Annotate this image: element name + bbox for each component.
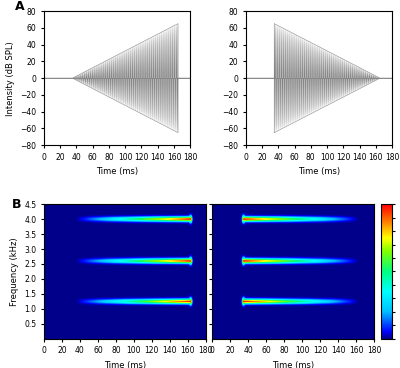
X-axis label: Time (ms): Time (ms) xyxy=(298,167,340,177)
Y-axis label: Intensity (dB SPL): Intensity (dB SPL) xyxy=(6,41,15,116)
X-axis label: Time (ms): Time (ms) xyxy=(96,167,138,177)
Text: A: A xyxy=(15,0,24,13)
Text: B: B xyxy=(12,198,21,210)
X-axis label: Time (ms): Time (ms) xyxy=(104,361,146,368)
Y-axis label: Frequency (kHz): Frequency (kHz) xyxy=(10,237,19,306)
X-axis label: Time (ms): Time (ms) xyxy=(272,361,314,368)
